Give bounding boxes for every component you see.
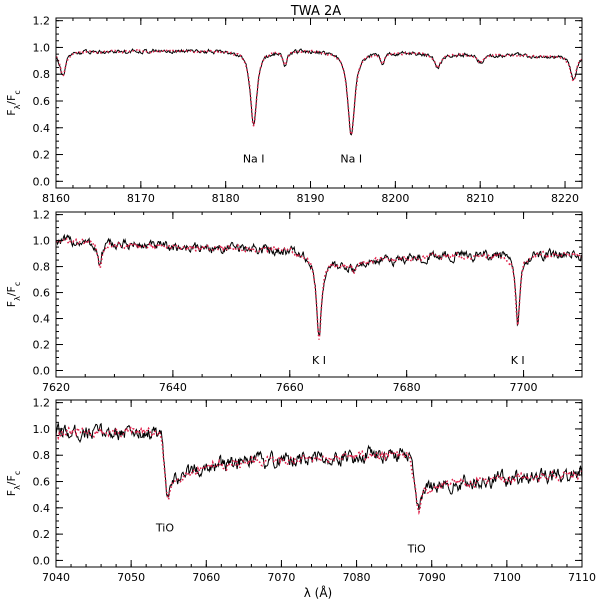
x-tick-label: 7680 bbox=[393, 381, 421, 394]
y-tick-label: 0.6 bbox=[33, 287, 51, 300]
y-tick-label: 0.2 bbox=[33, 149, 51, 162]
y-axis-label-denom: /F bbox=[5, 286, 18, 296]
x-tick-label: 7700 bbox=[510, 381, 538, 394]
x-axis-label: λ (Å) bbox=[304, 585, 333, 600]
x-tick-label: 7070 bbox=[267, 571, 295, 584]
y-tick-label: 1.2 bbox=[33, 15, 51, 28]
x-tick-label: 8210 bbox=[466, 192, 494, 205]
y-axis-label-sub: λ bbox=[13, 296, 22, 301]
x-tick-label: 7080 bbox=[343, 571, 371, 584]
x-tick-label: 8190 bbox=[297, 192, 325, 205]
x-tick-label: 7100 bbox=[493, 571, 521, 584]
x-tick-label: 7660 bbox=[276, 381, 304, 394]
x-tick-label: 8200 bbox=[381, 192, 409, 205]
observed-spectrum-line bbox=[56, 422, 582, 511]
x-tick-label: 8160 bbox=[42, 192, 70, 205]
y-tick-label: 1.0 bbox=[33, 235, 51, 248]
y-tick-label: 0.0 bbox=[33, 175, 51, 188]
panels: 8160 8170 8180 8190 8200 8210 8220 0.0 0.2 0.4 0.6… bbox=[5, 15, 596, 584]
y-tick-label: 0.8 bbox=[33, 449, 51, 462]
y-tick-label: 0.2 bbox=[33, 528, 51, 541]
y-axis-label-denom-sub: c bbox=[13, 282, 22, 286]
model-spectrum-line bbox=[56, 425, 582, 516]
observed-spectrum-line bbox=[56, 233, 582, 337]
y-axis-label-sub: λ bbox=[13, 104, 22, 109]
plot-frame bbox=[55, 399, 583, 568]
x-tick-label: 8220 bbox=[551, 192, 579, 205]
y-axis-label-denom: /F bbox=[5, 475, 18, 485]
y-tick-label: 0.6 bbox=[33, 95, 51, 108]
y-tick-label: 1.2 bbox=[33, 209, 51, 222]
line-annotation: Na I bbox=[340, 153, 362, 166]
x-tick-label: 7060 bbox=[192, 571, 220, 584]
y-axis-label-denom-sub: c bbox=[13, 471, 22, 475]
y-tick-label: 0.4 bbox=[33, 313, 51, 326]
panel-1: 8160 8170 8180 8190 8200 8210 8220 0.0 0.2 0.4 0.6… bbox=[5, 15, 583, 205]
model-spectrum-line bbox=[56, 48, 582, 136]
x-tick-label: 8170 bbox=[127, 192, 155, 205]
y-axis-label-denom: /F bbox=[5, 95, 18, 105]
y-axis-label-main: F bbox=[5, 301, 18, 307]
y-axis-label-denom-sub: c bbox=[13, 90, 22, 94]
y-tick-label: 0.2 bbox=[33, 339, 51, 352]
y-axis-label: Fλ/Fc bbox=[5, 471, 22, 497]
x-tick-label: 7620 bbox=[42, 381, 70, 394]
y-axis-label: Fλ/Fc bbox=[5, 282, 22, 308]
line-annotation: TiO bbox=[407, 543, 426, 556]
y-tick-label: 0.8 bbox=[33, 68, 51, 81]
x-tick-label: 7090 bbox=[418, 571, 446, 584]
y-tick-label: 0.4 bbox=[33, 502, 51, 515]
line-annotation: TiO bbox=[155, 521, 174, 534]
x-tick-label: 7040 bbox=[42, 571, 70, 584]
line-annotation: Na I bbox=[243, 153, 265, 166]
panel-2: 7620 7640 7660 7680 7700 0.0 0.2 0.4 0.6 0.8 1.0 1.… bbox=[5, 209, 583, 394]
x-tick-label: 7050 bbox=[117, 571, 145, 584]
y-tick-label: 1.0 bbox=[33, 41, 51, 54]
panel-3: 7040 7050 7060 7070 7080 7090 7100 7110 0.0 0.2 0.… bbox=[5, 397, 596, 584]
line-annotation: K I bbox=[511, 354, 525, 367]
y-tick-label: 0.8 bbox=[33, 261, 51, 274]
x-tick-label: 8180 bbox=[212, 192, 240, 205]
plot-frame bbox=[55, 17, 583, 189]
y-tick-label: 0.0 bbox=[33, 365, 51, 378]
y-tick-label: 0.4 bbox=[33, 122, 51, 135]
observed-spectrum-line bbox=[56, 48, 582, 136]
y-tick-label: 1.2 bbox=[33, 397, 51, 410]
y-axis-label-sub: λ bbox=[13, 485, 22, 490]
x-tick-label: 7110 bbox=[568, 571, 596, 584]
y-axis-label: Fλ/Fc bbox=[5, 90, 22, 116]
model-spectrum-line bbox=[56, 237, 582, 340]
line-annotation: K I bbox=[312, 354, 326, 367]
y-axis-label-main: F bbox=[5, 109, 18, 115]
y-axis-label-main: F bbox=[5, 490, 18, 496]
y-tick-label: 1.0 bbox=[33, 423, 51, 436]
x-tick-label: 7640 bbox=[159, 381, 187, 394]
plot-frame bbox=[55, 211, 583, 378]
y-tick-label: 0.0 bbox=[33, 554, 51, 567]
y-tick-label: 0.6 bbox=[33, 476, 51, 489]
figure-title: TWA 2A bbox=[290, 4, 341, 19]
